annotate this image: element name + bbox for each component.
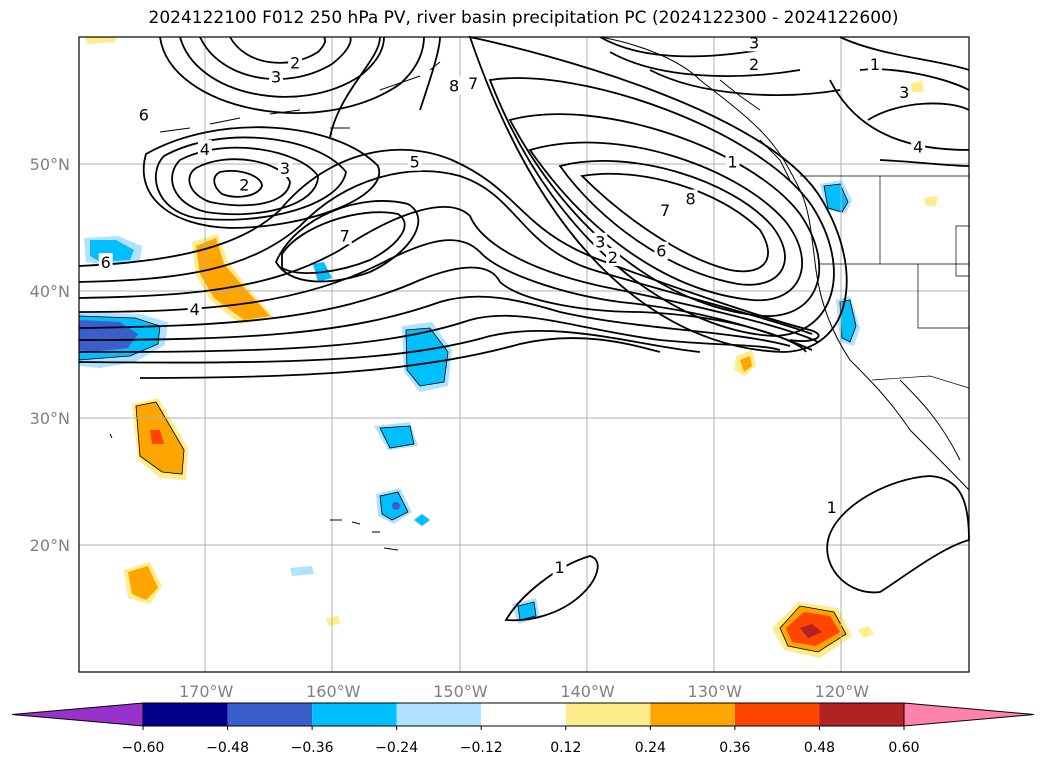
map-title: 2024122100 F012 250 hPa PV, river basin … <box>148 8 899 28</box>
contour-label: 1 <box>555 558 565 577</box>
contour-label: 5 <box>410 153 420 172</box>
contour-label-bg <box>269 67 284 86</box>
contour-label: 8 <box>449 77 459 96</box>
contour-label: 4 <box>913 137 923 156</box>
contour-label: 4 <box>190 300 200 319</box>
contour-label-bg <box>658 200 673 219</box>
contour-label-bg <box>407 152 422 171</box>
contour-label-bg <box>197 140 212 159</box>
latitude-label: 50°N <box>30 155 70 174</box>
colorbar-extend-min <box>11 702 144 727</box>
colorbar-swatch <box>650 703 735 726</box>
colorbar-tick-label: 0.12 <box>550 740 581 756</box>
contour-label-bg <box>683 189 698 208</box>
contour-label-bg <box>98 253 113 272</box>
longitude-label: 150°W <box>433 682 488 701</box>
colorbar-tick-label: 0.48 <box>804 740 835 756</box>
contour-label: 7 <box>340 226 350 245</box>
contour-label-bg <box>606 247 620 266</box>
colorbar: −0.60 −0.48 −0.36 −0.24 −0.12 0.12 0.24 0.36 0.4… <box>11 702 1035 756</box>
longitude-labels: 170°W 160°W 150°W 140°W 130°W 120°W <box>179 682 869 701</box>
contour-label-bg <box>867 54 882 73</box>
longitude-label: 170°W <box>179 682 234 701</box>
contour-label: 2 <box>749 55 759 74</box>
contour-label: 8 <box>685 190 695 209</box>
contour-label: 3 <box>271 68 281 87</box>
contour-label: 4 <box>200 140 210 159</box>
contour-label-bg <box>466 73 481 92</box>
contour-label-bg <box>725 152 740 171</box>
contour-label: 3 <box>280 159 290 178</box>
contour-label: 7 <box>660 201 670 220</box>
contour-label: 3 <box>595 233 605 252</box>
contour-label-bg <box>654 241 669 260</box>
contour-label: 3 <box>899 83 909 102</box>
colorbar-tick-label: −0.48 <box>206 740 249 756</box>
contour-label: 1 <box>870 55 880 74</box>
contour-label-bg <box>447 76 462 95</box>
colorbar-extend-max <box>903 702 1035 727</box>
coastlines <box>109 36 970 551</box>
contour-label-bg <box>593 232 608 251</box>
colorbar-outline <box>142 702 905 727</box>
contour-label-bg <box>277 159 292 178</box>
contour-label: 7 <box>468 74 478 93</box>
contour-label: 3 <box>749 33 759 52</box>
colorbar-tick-label: 0.24 <box>635 740 666 756</box>
graticule <box>79 37 969 672</box>
contour-label: 6 <box>656 242 666 261</box>
longitude-label: 140°W <box>560 682 615 701</box>
contour-label-bg <box>911 137 926 156</box>
colorbar-tick-label: −0.12 <box>460 740 503 756</box>
contour-label: 2 <box>290 54 300 73</box>
latitude-label: 40°N <box>30 282 70 301</box>
contour-label: 6 <box>101 253 111 272</box>
contour-label-bg <box>824 498 839 517</box>
colorbar-swatch <box>396 703 482 726</box>
contour-label: 1 <box>827 498 837 517</box>
colorbar-swatch <box>481 703 566 726</box>
contour-label: 2 <box>608 248 618 267</box>
colorbar-swatch <box>734 703 820 726</box>
contour-label: 2 <box>239 176 249 195</box>
map-background <box>79 37 969 672</box>
colorbar-tick-label: 0.60 <box>888 740 919 756</box>
colorbar-tick-label: 0.36 <box>719 740 750 756</box>
contour-label: 6 <box>139 106 149 125</box>
colorbar-tick-label: −0.36 <box>291 740 334 756</box>
colorbar-swatch <box>819 703 904 726</box>
contour-label-bg <box>187 300 202 319</box>
contour-label-bg <box>747 33 762 52</box>
contour-label-bg <box>747 54 762 73</box>
colorbar-tick-label: −0.60 <box>122 740 165 756</box>
colorbar-swatch <box>565 703 651 726</box>
borders <box>800 175 970 389</box>
contour-label-bg <box>897 82 912 101</box>
contour-label-bg <box>552 557 567 576</box>
colorbar-swatch <box>143 703 228 726</box>
longitude-label: 130°W <box>688 682 743 701</box>
latitude-labels: 50°N 40°N 30°N 20°N <box>30 155 70 555</box>
colorbar-swatch <box>312 703 397 726</box>
latitude-label: 30°N <box>30 409 70 428</box>
map-frame <box>78 36 970 673</box>
latitude-label: 20°N <box>30 536 70 555</box>
contour-label-bg <box>288 53 303 72</box>
shading-outlines <box>78 183 857 653</box>
longitude-label: 120°W <box>815 682 870 701</box>
longitude-label: 160°W <box>306 682 361 701</box>
contour-label-bg <box>237 175 252 194</box>
colorbar-tick-label: −0.24 <box>375 740 418 756</box>
contour-label-bg <box>136 105 151 124</box>
colorbar-swatch <box>227 703 313 726</box>
contour-label-bg <box>337 226 352 245</box>
contour-label: 1 <box>727 153 737 172</box>
